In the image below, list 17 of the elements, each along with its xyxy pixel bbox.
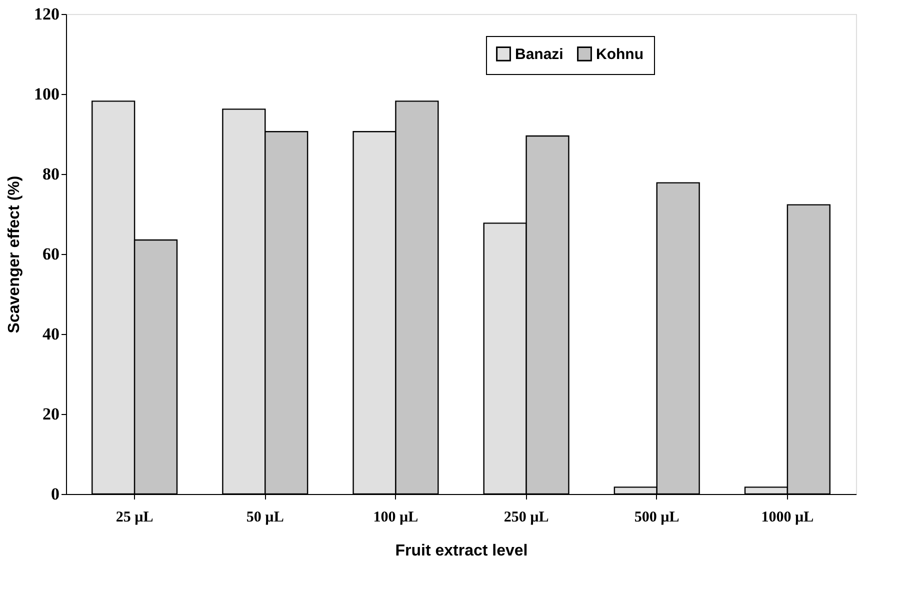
legend-label: Kohnu [596, 46, 644, 63]
x-axis-title: Fruit extract level [395, 542, 528, 560]
x-tick-label: 1000 µL [761, 510, 814, 526]
x-tick-label: 25 µL [116, 510, 154, 526]
y-tick-label: 100 [34, 84, 60, 104]
y-tick-label: 80 [42, 164, 60, 184]
x-tick-label: 250 µL [504, 510, 549, 526]
legend-label: Banazi [515, 46, 564, 63]
x-tick-label: 50 µL [246, 510, 284, 526]
y-axis-title: Scavenger effect (%) [6, 176, 23, 334]
x-tick-label: 500 µL [634, 510, 680, 526]
y-tick-label: 20 [42, 404, 60, 424]
y-tick-label: 60 [42, 244, 60, 264]
y-tick-label: 0 [51, 484, 60, 504]
x-tick-label: 100 µL [373, 510, 418, 526]
y-tick-label: 40 [42, 324, 60, 344]
y-tick-label: 120 [34, 4, 60, 24]
